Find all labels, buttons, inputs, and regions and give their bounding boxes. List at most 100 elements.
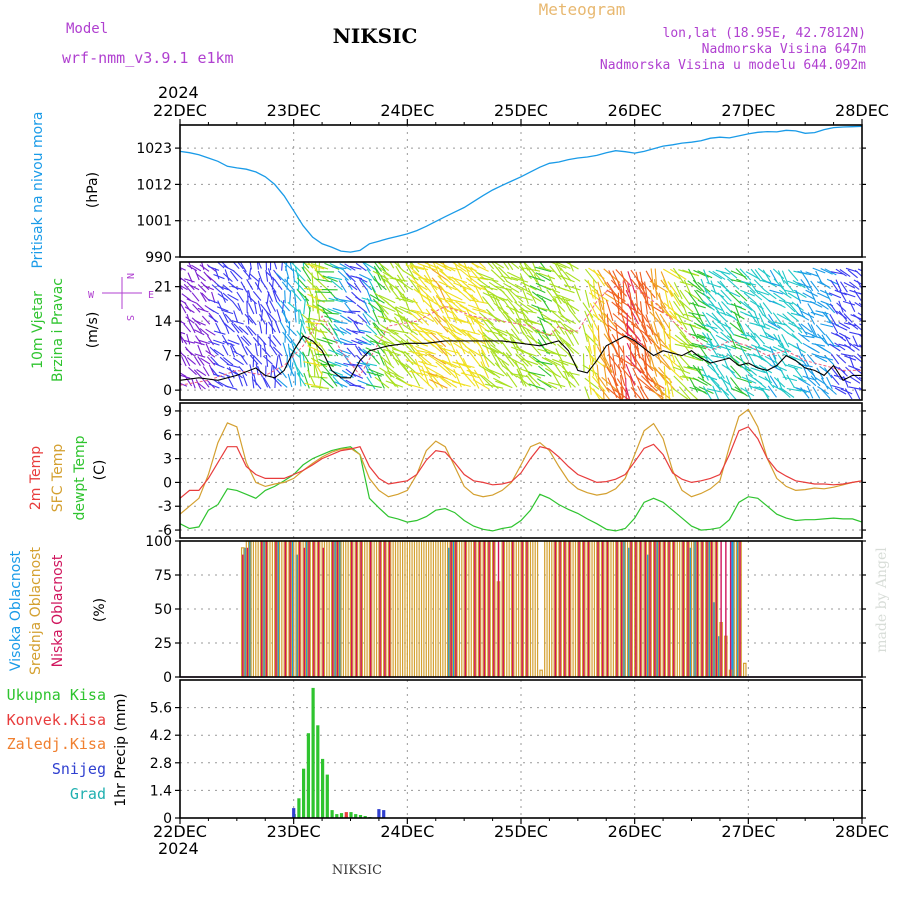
wind-arrow (845, 366, 855, 377)
wind-arrow (385, 364, 400, 378)
wind-arrow (683, 313, 701, 320)
wind-arrow (333, 320, 348, 324)
wind-arrow (333, 328, 347, 335)
wind-arrow (197, 284, 207, 293)
wind-arrow (552, 289, 566, 304)
wind-arrow (276, 378, 288, 388)
wind-arrow (368, 351, 381, 365)
wind-arrow (438, 262, 456, 272)
wind-arrow (558, 359, 576, 366)
wind-arrow (318, 358, 334, 368)
wind-arrow (238, 366, 248, 376)
wind-arrow (857, 268, 862, 272)
unit-pressure: (hPa) (85, 172, 101, 208)
wind-arrow (767, 321, 781, 329)
wind-arrow (453, 282, 472, 291)
wind-arrow (348, 310, 361, 313)
wind-arrow (674, 343, 693, 349)
wind-arrow (425, 366, 444, 378)
wind-arrow (515, 346, 532, 356)
wind-arrow (644, 355, 648, 378)
wind-arrow (266, 290, 273, 302)
wind-arrow (260, 309, 264, 322)
wind-arrow (340, 314, 352, 323)
wind-arrow (843, 282, 856, 289)
wind-arrow (414, 311, 430, 326)
wind-arrow (724, 345, 734, 360)
wind-arrow (669, 289, 681, 307)
wind-arrow (441, 303, 451, 322)
model-name: wrf-nmm_v3.9.1 e1km (62, 49, 234, 67)
wind-arrow (242, 335, 252, 345)
wind-arrow (288, 347, 301, 358)
wind-arrow (591, 323, 595, 344)
wind-arrow (480, 349, 490, 368)
wind-arrow (224, 323, 235, 333)
wind-arrow (506, 298, 520, 313)
wind-arrow (405, 264, 425, 271)
wind-arrow (451, 334, 470, 344)
wind-arrow (363, 299, 371, 313)
wind-arrow (830, 374, 840, 386)
wind-arrow (424, 280, 443, 291)
wind-arrow (796, 303, 804, 317)
x-tick-label-top: 26DEC (608, 101, 662, 120)
wind-arrow (753, 279, 766, 291)
wind-arrow (840, 281, 848, 293)
x-tick-label-bottom: 25DEC (494, 822, 548, 841)
ylabel-mid-cloud: Srednja Oblacnost (28, 547, 44, 675)
wind-arrow (531, 262, 537, 272)
wind-arrow (537, 331, 555, 337)
wind-arrow (637, 385, 646, 400)
wind-arrow (802, 292, 816, 300)
wind-arrow (493, 262, 504, 269)
wind-arrow (480, 276, 499, 282)
precip-bar (377, 809, 381, 818)
wind-arrow (679, 299, 694, 313)
wind-arrow (678, 386, 692, 400)
wind-arrow (653, 385, 671, 400)
wind-arrow (191, 292, 200, 302)
wind-arrow (510, 372, 529, 378)
wind-arrow (315, 278, 333, 283)
wind-arrow (519, 349, 537, 357)
wind-arrow (194, 323, 203, 333)
wind-arrow (201, 378, 210, 388)
wind-arrow (658, 353, 672, 370)
wind-arrow (829, 343, 841, 352)
wind-arrow (388, 349, 400, 366)
wind-arrow (310, 385, 329, 389)
wind-arrow (217, 293, 229, 302)
wind-arrow (806, 385, 814, 399)
wind-arrow (705, 289, 717, 303)
precip-bar (292, 808, 296, 818)
wind-arrow (552, 298, 566, 312)
wind-arrow (223, 272, 233, 283)
wind-arrow (226, 363, 239, 369)
wind-arrow (705, 355, 719, 367)
wind-arrow (419, 293, 438, 305)
wind-arrow (372, 309, 380, 325)
wind-arrow (830, 353, 840, 365)
wind-arrow (188, 366, 197, 376)
wind-arrow (733, 302, 741, 319)
wind-arrow (474, 285, 485, 304)
wind-arrow (294, 308, 297, 323)
wind-arrow (375, 300, 389, 315)
wind-arrow (625, 378, 627, 400)
wind-arrow (779, 281, 788, 295)
wind-arrow (830, 271, 844, 275)
wind-arrow (467, 266, 481, 282)
wind-arrow (546, 321, 561, 335)
wind-arrow (518, 265, 532, 280)
wind-arrow (588, 312, 599, 331)
wind-arrow (185, 348, 195, 357)
wind-arrow (334, 381, 348, 388)
wind-arrow (262, 355, 273, 365)
wind-arrow (801, 310, 815, 319)
wind-arrow (858, 302, 862, 307)
wind-arrow (635, 290, 639, 313)
wind-arrow (216, 262, 225, 269)
wind-arrow (568, 262, 574, 272)
wind-arrow (781, 342, 789, 357)
